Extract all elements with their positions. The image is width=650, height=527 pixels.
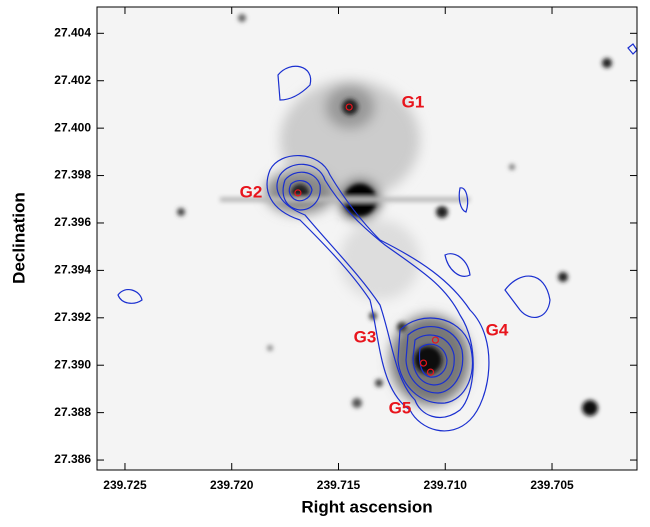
y-tick-label: 27.390 — [54, 357, 91, 371]
x-tick-label: 239.710 — [424, 478, 468, 492]
galaxy-label: G4 — [486, 320, 509, 339]
y-tick-label: 27.404 — [54, 25, 91, 39]
x-tick-label: 239.720 — [210, 478, 254, 492]
plot-frame — [96, 6, 638, 471]
x-tick-label: 239.725 — [103, 478, 147, 492]
x-axis-label: Right ascension — [301, 497, 432, 516]
galaxy-marker — [345, 103, 353, 111]
y-tick-label: 27.386 — [54, 452, 91, 466]
y-tick-label: 27.398 — [54, 168, 91, 182]
sky-image — [97, 7, 637, 470]
y-tick-label: 27.400 — [54, 120, 91, 134]
galaxy-marker — [294, 189, 302, 197]
galaxy-marker — [426, 368, 435, 376]
galaxy-label: G1 — [402, 92, 425, 111]
contours — [117, 43, 638, 432]
y-axis-label: Declination — [9, 192, 28, 284]
galaxy-label: G2 — [240, 182, 263, 201]
y-tick-label: 27.394 — [54, 263, 91, 277]
x-tick-label: 239.715 — [317, 478, 361, 492]
galaxy-marker — [431, 336, 440, 344]
x-tick-label: 239.705 — [530, 478, 574, 492]
galaxy-marker — [419, 359, 428, 367]
y-tick-label: 27.402 — [54, 73, 91, 87]
y-tick-label: 27.392 — [54, 310, 91, 324]
y-tick-label: 27.388 — [54, 405, 91, 419]
y-tick-label: 27.396 — [54, 215, 91, 229]
galaxy-label: G3 — [354, 327, 377, 346]
galaxy-label: G5 — [389, 398, 412, 417]
